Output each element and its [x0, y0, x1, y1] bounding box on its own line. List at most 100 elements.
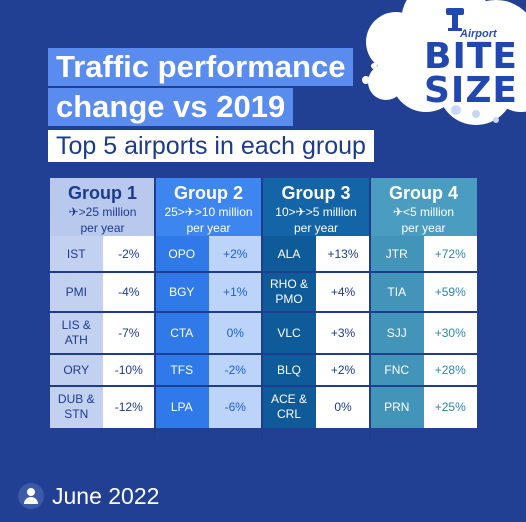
traffic-change: +72%	[423, 236, 477, 272]
table-row: PMI -4%	[50, 272, 155, 312]
traffic-change: -6%	[208, 386, 262, 428]
airport-code: PMI	[50, 272, 103, 312]
traffic-change: -10%	[102, 354, 155, 386]
date-text: June 2022	[52, 482, 160, 509]
table-row: DUB & STN -12%	[50, 386, 155, 428]
traffic-change: +3%	[316, 312, 370, 354]
traffic-change: +25%	[423, 386, 477, 428]
group-period: per year	[401, 221, 446, 235]
airport-code: TIA	[370, 272, 424, 312]
group-range: 10>✈>5 million	[275, 205, 357, 219]
column-divider	[369, 178, 371, 440]
table-row: LIS & ATH -7%	[50, 312, 155, 354]
logo-bite-text: BITE	[424, 36, 518, 77]
airport-code: ACE & CRL	[262, 386, 316, 428]
group-title: Group 3	[281, 183, 351, 203]
airport-code: FNC	[370, 354, 424, 386]
column-divider	[154, 178, 156, 440]
table-row: IST -2%	[50, 236, 155, 272]
table-row: TIA +59%	[370, 272, 477, 312]
airport-code: TFS	[155, 354, 209, 386]
traffic-change: 0%	[316, 386, 370, 428]
traffic-change: +1%	[208, 272, 262, 312]
table-row: TFS -2%	[155, 354, 262, 386]
airport-code: OPO	[155, 236, 209, 272]
column-divider	[261, 178, 263, 440]
group-4-column: Group 4 ✈<5 million per year JTR +72% TIA +59%…	[370, 178, 477, 440]
row-divider	[155, 271, 262, 273]
row-divider	[50, 311, 155, 313]
traffic-change: +2%	[316, 354, 370, 386]
row-divider	[262, 353, 370, 355]
row-divider	[50, 271, 155, 273]
airport-code: BLQ	[262, 354, 316, 386]
table-row: JTR +72%	[370, 236, 477, 272]
table-row: PRN +25%	[370, 386, 477, 428]
row-divider	[155, 353, 262, 355]
row-divider	[155, 385, 262, 387]
group-3-column: Group 3 10>✈>5 million per year ALA +13% RHO …	[262, 178, 370, 440]
row-divider	[370, 311, 477, 313]
airport-code: SJJ	[370, 312, 424, 354]
airport-code: VLC	[262, 312, 316, 354]
row-divider	[50, 353, 155, 355]
airport-code: CTA	[155, 312, 209, 354]
cloud-graphic	[362, 0, 526, 125]
group-range: 25>✈>10 million	[164, 205, 253, 219]
row-divider	[370, 353, 477, 355]
airport-code: BGY	[155, 272, 209, 312]
group-2-column: Group 2 25>✈>10 million per year OPO +2% BGY +…	[155, 178, 262, 440]
logo-airport-text: Airport	[460, 28, 497, 40]
group-header: Group 1 ✈>25 million per year	[50, 178, 155, 236]
logo-size-text: SIZE	[424, 70, 519, 111]
table-row: ALA +13%	[262, 236, 370, 272]
traffic-change: 0%	[208, 312, 262, 354]
airport-code: DUB & STN	[50, 386, 103, 428]
table-row: OPO +2%	[155, 236, 262, 272]
airport-code: IST	[50, 236, 103, 272]
table-row: RHO & PMO +4%	[262, 272, 370, 312]
row-divider	[262, 311, 370, 313]
airport-code: ALA	[262, 236, 316, 272]
traffic-change: -12%	[102, 386, 155, 428]
table-row: ORY -10%	[50, 354, 155, 386]
control-tower-icon	[446, 8, 464, 31]
airport-code: PRN	[370, 386, 424, 428]
airport-code: RHO & PMO	[262, 272, 316, 312]
airport-groups-table: Group 1 ✈>25 million per year IST -2% PMI -4% L…	[50, 178, 477, 440]
traffic-change: -4%	[102, 272, 155, 312]
group-title: Group 2	[173, 183, 243, 203]
row-divider	[262, 271, 370, 273]
table-row: ACE & CRL 0%	[262, 386, 370, 428]
group-header: Group 2 25>✈>10 million per year	[155, 178, 262, 236]
table-row: BGY +1%	[155, 272, 262, 312]
traffic-change: +28%	[423, 354, 477, 386]
table-row: LPA -6%	[155, 386, 262, 428]
group-range: ✈>25 million	[68, 205, 137, 219]
airport-bite-size-logo: Airport BITE SIZE	[418, 8, 522, 111]
row-divider	[370, 385, 477, 387]
row-divider	[262, 385, 370, 387]
row-divider	[155, 311, 262, 313]
airport-code: JTR	[370, 236, 424, 272]
traffic-change: +59%	[423, 272, 477, 312]
traffic-change: +4%	[316, 272, 370, 312]
row-divider	[50, 385, 155, 387]
airport-code: LPA	[155, 386, 209, 428]
row-divider	[370, 271, 477, 273]
group-header: Group 3 10>✈>5 million per year	[262, 178, 370, 236]
group-title: Group 4	[388, 183, 458, 203]
table-row: FNC +28%	[370, 354, 477, 386]
traffic-change: -2%	[208, 354, 262, 386]
table-row: SJJ +30%	[370, 312, 477, 354]
group-1-column: Group 1 ✈>25 million per year IST -2% PMI -4% L…	[50, 178, 155, 440]
user-icon	[18, 483, 44, 509]
traffic-change: -7%	[102, 312, 155, 354]
group-period: per year	[293, 221, 339, 235]
airport-code: LIS & ATH	[50, 312, 103, 354]
traffic-change: +2%	[208, 236, 262, 272]
traffic-change: +30%	[423, 312, 477, 354]
group-period: per year	[80, 221, 125, 235]
table-row: VLC +3%	[262, 312, 370, 354]
group-title: Group 1	[67, 183, 137, 203]
